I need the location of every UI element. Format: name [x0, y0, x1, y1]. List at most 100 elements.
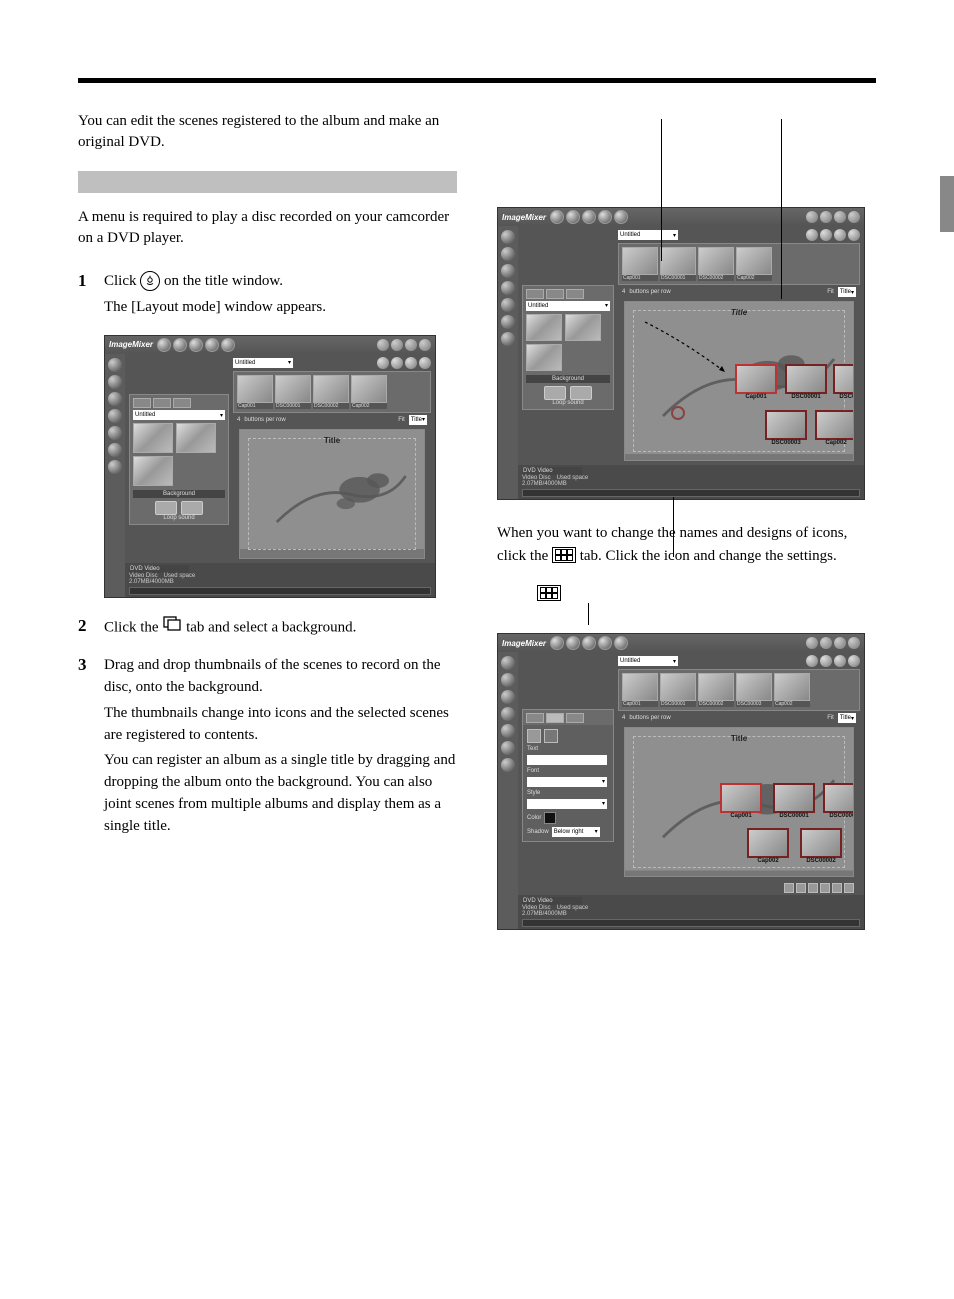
step-number: 2 [78, 616, 104, 644]
shape-option-icon [544, 729, 558, 743]
album-thumbnail [565, 314, 601, 341]
disc-usage-bar [522, 489, 860, 497]
loop-sound-label: Loop sound [526, 400, 610, 406]
side-tool-icon [501, 707, 515, 721]
album-thumbnail [526, 344, 562, 371]
toolbar-orb-icon [820, 229, 832, 241]
side-tool-icon [501, 247, 515, 261]
style-select: ▾ [527, 799, 607, 809]
toolbar-orb-icon [157, 338, 171, 352]
color-label: Color [527, 815, 541, 821]
shadow-select: Below right▾ [552, 827, 600, 837]
menu-icon-item: Cap001 [735, 364, 777, 400]
toolbar-orb-icon [566, 636, 580, 650]
text-input [527, 755, 607, 765]
screenshot-icon-settings: ImageMixer [497, 633, 876, 930]
toolbar-orb-icon [221, 338, 235, 352]
album-thumbnail [133, 423, 173, 453]
clip-thumbnail [622, 673, 658, 701]
toolbar-orb-icon [377, 357, 389, 369]
section-heading-bar [78, 171, 457, 193]
side-tool-icon [501, 332, 515, 346]
menu-icon-item: Cap001 [720, 783, 762, 819]
align-tool-icon [796, 883, 806, 893]
shape-option-icon [527, 729, 541, 743]
text-label: Text [527, 746, 609, 752]
grid-tab-icon [537, 585, 561, 601]
menu-icon-item: DSC00002 [833, 364, 854, 400]
callout-leader [781, 119, 782, 299]
app-title: ImageMixer [502, 213, 546, 222]
side-tool-icon [501, 690, 515, 704]
window-button-icon [806, 211, 818, 223]
intro-paragraph: You can edit the scenes registered to th… [78, 111, 457, 153]
window-button-icon [405, 339, 417, 351]
section-lead: A menu is required to play a disc record… [78, 207, 457, 249]
mini-tab-icon [526, 713, 544, 723]
clip-thumbnail [736, 673, 772, 701]
menu-icon-item: DSC00001 [785, 364, 827, 400]
side-tool-icon [501, 758, 515, 772]
layout-mode-icon [140, 271, 160, 291]
step-number: 3 [78, 655, 104, 841]
top-rule [78, 78, 876, 83]
clip-thumbnail [774, 673, 810, 701]
mini-tab-icon [566, 713, 584, 723]
side-tool-icon [501, 724, 515, 738]
toolbar-orb-icon [582, 210, 596, 224]
side-tool-icon [501, 315, 515, 329]
window-button-icon [391, 339, 403, 351]
window-button-icon [820, 637, 832, 649]
side-tool-icon [108, 409, 122, 423]
album-dropdown: Untitled▾ [526, 301, 610, 311]
side-tool-icon [501, 656, 515, 670]
mini-tab-icon [566, 289, 584, 299]
app-title: ImageMixer [502, 639, 546, 648]
canvas-title: Title [731, 734, 747, 743]
style-label: Style [527, 790, 609, 796]
mini-tab-icon [133, 398, 151, 408]
clip-thumbnail [622, 247, 658, 275]
panel-button-icon [181, 501, 203, 515]
canvas-title: Title [324, 436, 340, 445]
step-2: 2 Click the tab and select a background. [78, 616, 457, 644]
toolbar-orb-icon [598, 636, 612, 650]
selection-handle-icon [671, 406, 685, 420]
side-tool-icon [108, 443, 122, 457]
album-thumbnail [526, 314, 562, 341]
callout-leader [673, 497, 674, 557]
window-button-icon [848, 211, 860, 223]
clip-thumbnail [275, 375, 311, 403]
toolbar-orb-icon [820, 655, 832, 667]
left-column: You can edit the scenes registered to th… [78, 111, 457, 948]
loop-sound-label: Loop sound [133, 515, 225, 521]
toolbar-orb-icon [582, 636, 596, 650]
step-1-line-2: The [Layout mode] window appears. [104, 297, 457, 319]
disc-usage-bar [129, 587, 431, 595]
panel-button-icon [155, 501, 177, 515]
window-button-icon [834, 211, 846, 223]
background-label: Background [526, 375, 610, 383]
fit-select: Title ▾ [409, 415, 427, 425]
dvd-video-label: DVD Video [522, 467, 582, 475]
dvd-video-label: DVD Video [522, 897, 582, 905]
panel-button-icon [570, 386, 592, 400]
mini-tab-icon [546, 289, 564, 299]
toolbar-orb-icon [598, 210, 612, 224]
screenshot-layout-window: ImageMixer [104, 335, 457, 598]
background-label: Background [133, 490, 225, 498]
side-tool-icon [501, 673, 515, 687]
toolbar-orb-icon [614, 636, 628, 650]
album-thumbnail [133, 456, 173, 486]
window-button-icon [806, 637, 818, 649]
menu-icon-item: DSC00001 [773, 783, 815, 819]
window-button-icon [419, 339, 431, 351]
font-label: Font [527, 768, 609, 774]
shadow-label: Shadow [527, 829, 549, 835]
align-tool-icon [844, 883, 854, 893]
toolbar-orb-icon [834, 229, 846, 241]
side-tool-icon [501, 264, 515, 278]
toolbar-orb-icon [550, 636, 564, 650]
font-select: ▾ [527, 777, 607, 787]
toolbar-orb-icon [806, 229, 818, 241]
